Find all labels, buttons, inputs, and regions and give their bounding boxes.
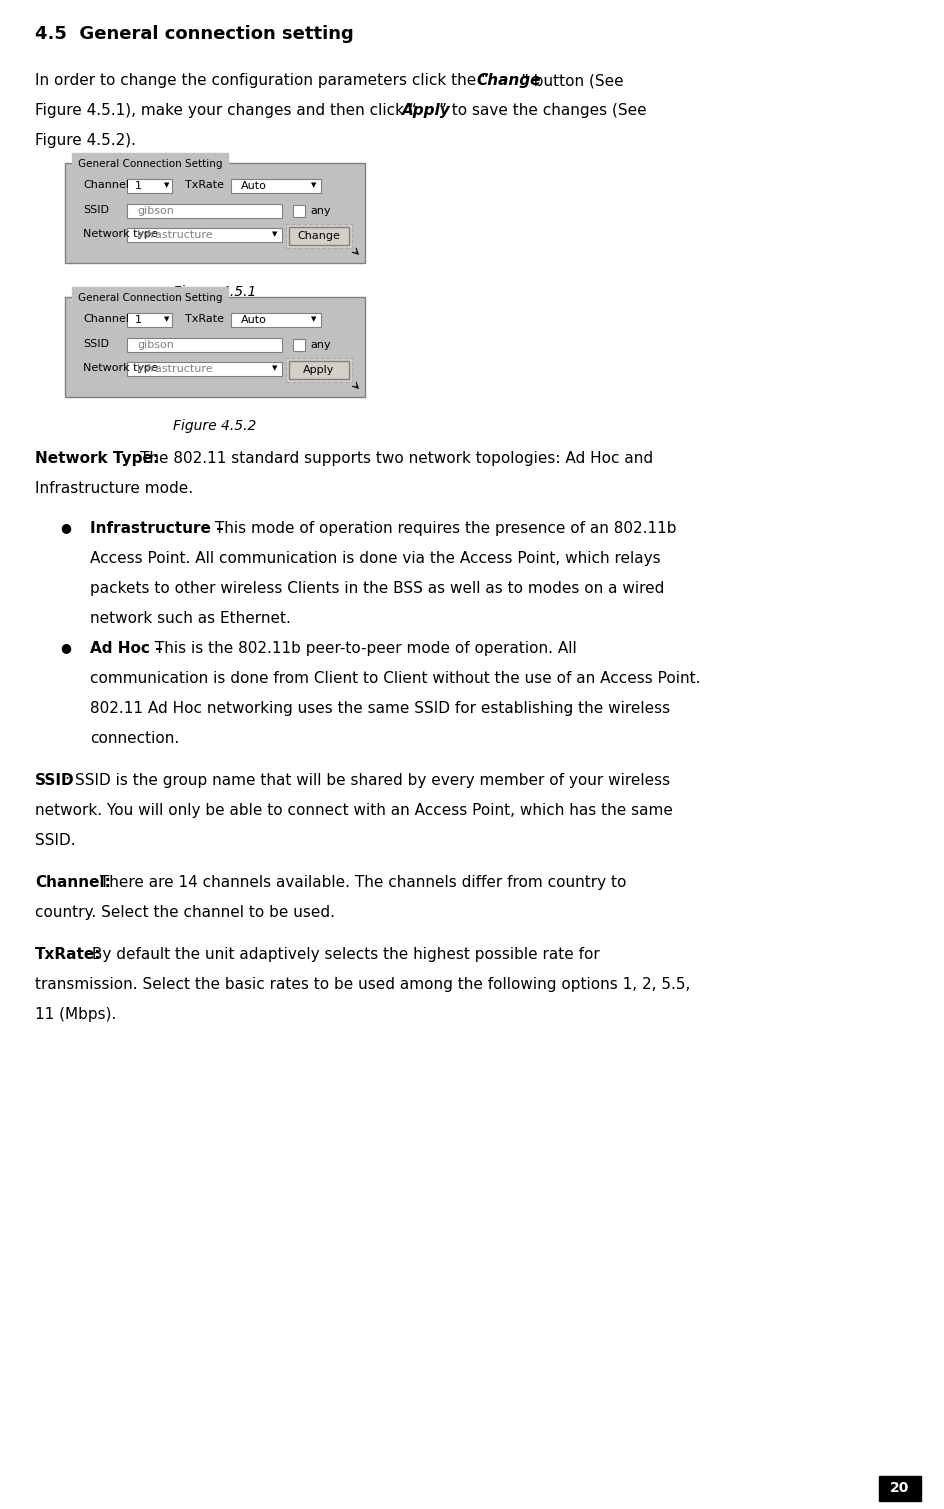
Text: TxRate: TxRate — [185, 180, 224, 190]
Text: TxRate:: TxRate: — [35, 948, 102, 963]
Bar — [127, 178, 172, 193]
Text: Channel: Channel — [83, 180, 129, 190]
Text: Change: Change — [297, 231, 341, 241]
Text: SSID: SSID — [83, 205, 109, 214]
Text: This is the 802.11b peer-to-peer mode of operation. All: This is the 802.11b peer-to-peer mode of… — [150, 641, 577, 656]
Bar — [231, 178, 321, 193]
Text: The 802.11 standard supports two network topologies: Ad Hoc and: The 802.11 standard supports two network… — [140, 451, 653, 466]
Text: Auto: Auto — [241, 181, 267, 190]
Text: ●: ● — [60, 641, 71, 653]
Text: Figure 4.5.1), make your changes and then click “: Figure 4.5.1), make your changes and the… — [35, 103, 416, 118]
Text: 11 (Mbps).: 11 (Mbps). — [35, 1007, 116, 1022]
Text: Infrastructure –: Infrastructure – — [90, 521, 224, 536]
Text: country. Select the channel to be used.: country. Select the channel to be used. — [35, 905, 335, 920]
Text: packets to other wireless Clients in the BSS as well as to modes on a wired: packets to other wireless Clients in the… — [90, 581, 665, 596]
Text: In order to change the configuration parameters click the “: In order to change the configuration par… — [35, 72, 489, 88]
Text: Auto: Auto — [241, 314, 267, 324]
Text: SSID: SSID — [83, 340, 109, 349]
Text: 20: 20 — [890, 1482, 910, 1495]
Text: 1: 1 — [135, 314, 142, 324]
Text: There are 14 channels available. The channels differ from country to: There are 14 channels available. The cha… — [94, 875, 626, 890]
Text: gibson: gibson — [137, 205, 174, 216]
Bar — [127, 338, 282, 352]
Text: connection.: connection. — [90, 730, 179, 745]
Bar — [286, 223, 352, 247]
Bar — [289, 226, 349, 244]
Bar — [289, 361, 349, 379]
Text: Network type: Network type — [83, 364, 158, 373]
Text: SSID: SSID — [35, 773, 75, 788]
Text: Channel:: Channel: — [35, 875, 110, 890]
Text: communication is done from Client to Client without the use of an Access Point.: communication is done from Client to Cli… — [90, 672, 700, 687]
Text: General Connection Setting: General Connection Setting — [78, 293, 223, 302]
Text: Network type: Network type — [83, 229, 158, 238]
Bar — [127, 228, 282, 241]
Text: Network Type:: Network Type: — [35, 451, 164, 466]
Text: : SSID is the group name that will be shared by every member of your wireless: : SSID is the group name that will be sh… — [65, 773, 670, 788]
Text: gibson: gibson — [137, 340, 174, 350]
Text: Infrastructure: Infrastructure — [137, 229, 213, 240]
Bar — [127, 204, 282, 217]
Bar — [286, 358, 352, 382]
Text: Apply: Apply — [303, 365, 335, 376]
Text: General Connection Setting: General Connection Setting — [78, 158, 223, 169]
Text: ▼: ▼ — [311, 317, 316, 323]
Text: ” to save the changes (See: ” to save the changes (See — [439, 103, 647, 118]
Text: Figure 4.5.2: Figure 4.5.2 — [174, 420, 257, 433]
Bar — [293, 205, 305, 216]
Text: any: any — [310, 205, 330, 216]
Text: transmission. Select the basic rates to be used among the following options 1, 2: transmission. Select the basic rates to … — [35, 976, 690, 991]
Text: Access Point. All communication is done via the Access Point, which relays: Access Point. All communication is done … — [90, 551, 661, 566]
Text: ▼: ▼ — [164, 317, 169, 323]
FancyBboxPatch shape — [65, 297, 365, 397]
Text: ▼: ▼ — [311, 183, 316, 189]
Text: network. You will only be able to connect with an Access Point, which has the sa: network. You will only be able to connec… — [35, 803, 673, 818]
Text: By default the unit adaptively selects the highest possible rate for: By default the unit adaptively selects t… — [88, 948, 600, 963]
Text: TxRate: TxRate — [185, 314, 224, 324]
Bar — [231, 312, 321, 326]
Text: Infrastructure: Infrastructure — [137, 364, 213, 374]
Text: SSID.: SSID. — [35, 833, 76, 848]
Text: Channel: Channel — [83, 314, 129, 324]
Text: ▼: ▼ — [164, 183, 169, 189]
Text: Figure 4.5.2).: Figure 4.5.2). — [35, 133, 136, 148]
Text: Ad Hoc –: Ad Hoc – — [90, 641, 163, 656]
Text: Apply: Apply — [401, 103, 450, 118]
Text: ●: ● — [60, 521, 71, 534]
Text: Change: Change — [477, 72, 541, 88]
Bar — [127, 362, 282, 376]
Text: ▼: ▼ — [272, 365, 278, 371]
Text: This mode of operation requires the presence of an 802.11b: This mode of operation requires the pres… — [210, 521, 676, 536]
Text: ▼: ▼ — [272, 231, 278, 237]
Text: 1: 1 — [135, 181, 142, 190]
Text: any: any — [310, 340, 330, 350]
Text: 4.5  General connection setting: 4.5 General connection setting — [35, 26, 354, 42]
Bar — [293, 338, 305, 350]
Text: Figure 4.5.1: Figure 4.5.1 — [174, 285, 257, 299]
Text: network such as Ethernet.: network such as Ethernet. — [90, 611, 291, 626]
Bar — [127, 312, 172, 326]
Text: Infrastructure mode.: Infrastructure mode. — [35, 481, 194, 496]
Bar — [879, 1476, 921, 1501]
Text: 802.11 Ad Hoc networking uses the same SSID for establishing the wireless: 802.11 Ad Hoc networking uses the same S… — [90, 702, 670, 715]
FancyBboxPatch shape — [65, 163, 365, 263]
Text: ” button (See: ” button (See — [521, 72, 624, 88]
